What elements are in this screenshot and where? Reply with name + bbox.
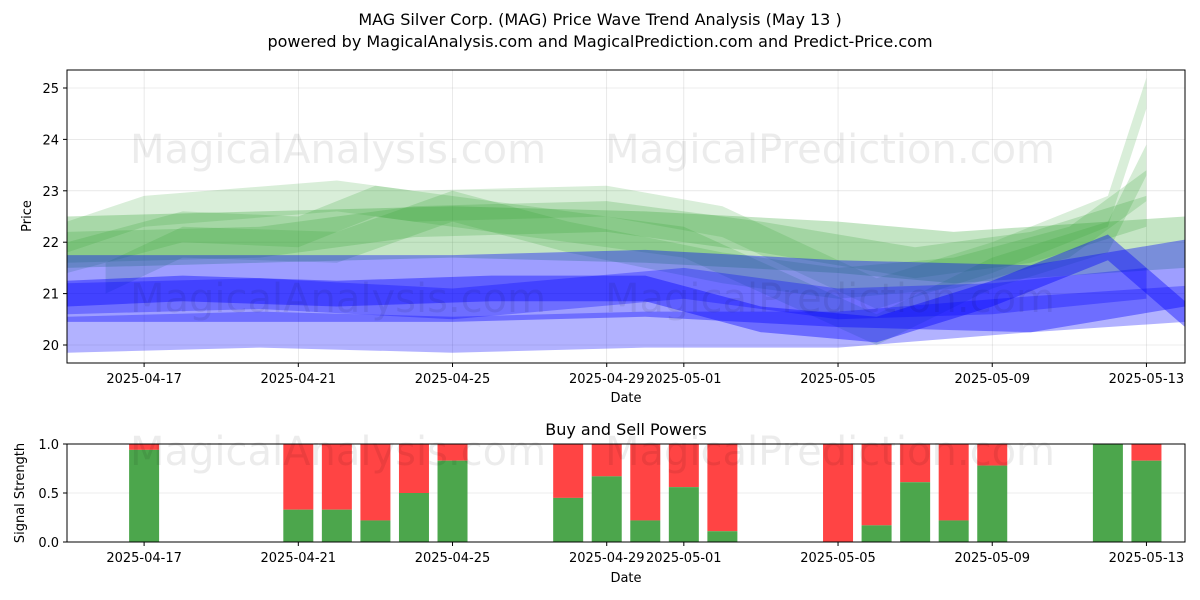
price-grid (67, 70, 1185, 363)
price-y-tick-label: 22 (42, 236, 59, 251)
sell-bar-2025-05-05 (823, 444, 854, 542)
price-x-tick-label: 2025-04-17 (106, 372, 182, 387)
price-y-tick-label: 20 (42, 339, 59, 354)
signal-x-tick-label: 2025-05-13 (1109, 551, 1185, 566)
sell-bar-2025-05-06 (861, 444, 892, 526)
watermark-prediction-bottom: MagicalPrediction.com (605, 429, 1055, 475)
signal-x-tick-label: 2025-04-17 (106, 551, 182, 566)
chart-title: MAG Silver Corp. (MAG) Price Wave Trend … (358, 10, 842, 29)
signal-x-tick-label: 2025-05-01 (646, 551, 722, 566)
price-x-axis: 2025-04-17 2025-04-21 2025-04-25 2025-04-29… (106, 363, 1184, 387)
buy-bar-2025-05-06 (861, 525, 892, 542)
price-wave-band-8 (67, 267, 1147, 320)
signal-y-axis-label: Signal Strength (13, 443, 28, 543)
signal-x-tick-label: 2025-05-09 (954, 551, 1030, 566)
signal-y-tick-label: 1.0 (38, 438, 59, 453)
signal-panel: Buy and Sell Powers 2025-04-17 2025-04-21… (13, 420, 1186, 586)
signal-y-axis: 0.0 0.5 1.0 (38, 438, 67, 551)
watermark-analysis-top: MagicalAnalysis.com (130, 127, 546, 173)
sell-bar-2025-04-17 (129, 444, 160, 450)
price-panel-frame (66, 69, 1186, 364)
price-y-tick-label: 25 (42, 82, 59, 97)
price-wave-band-5 (67, 239, 1185, 333)
price-y-tick-label: 21 (42, 288, 59, 303)
watermarks: MagicalAnalysis.com MagicalPrediction.co… (130, 127, 1055, 475)
buy-bar-2025-05-12 (1092, 444, 1123, 542)
price-wave-band-2 (67, 144, 1147, 345)
price-wave-band-4 (67, 195, 1147, 279)
sell-bar-2025-04-30 (630, 444, 661, 521)
sell-bar-2025-04-23 (360, 444, 391, 521)
sell-bar-2025-04-22 (321, 444, 352, 510)
sell-bar-2025-05-08 (938, 444, 969, 521)
buy-bar-2025-04-22 (321, 509, 352, 542)
buy-bar-2025-05-01 (668, 487, 699, 542)
buy-bar-2025-04-29 (591, 476, 622, 542)
sell-bar-2025-05-09 (977, 444, 1008, 466)
sell-bar-2025-05-01 (668, 444, 699, 488)
sell-bar-2025-05-13 (1131, 444, 1162, 461)
buy-bar-2025-05-02 (707, 531, 738, 542)
price-wave-band-6 (67, 285, 1185, 353)
price-wave-band-1 (67, 77, 1147, 309)
watermark-prediction-mid: MagicalPrediction.com (605, 276, 1055, 322)
sell-bar-2025-05-02 (707, 444, 738, 532)
price-x-tick-label: 2025-04-25 (415, 372, 491, 387)
price-x-tick-label: 2025-05-01 (646, 372, 722, 387)
signal-y-tick-label: 0.5 (38, 487, 59, 502)
buy-bar-2025-05-08 (938, 520, 969, 542)
price-wave-band-0 (67, 206, 1185, 284)
price-wave-band-7 (67, 234, 1185, 343)
signal-x-tick-label: 2025-04-25 (415, 551, 491, 566)
buy-bar-2025-05-09 (977, 465, 1008, 542)
buy-bar-2025-05-07 (900, 482, 931, 542)
buy-bar-2025-04-30 (630, 520, 661, 542)
price-x-tick-label: 2025-04-29 (569, 372, 645, 387)
signal-x-tick-label: 2025-04-21 (261, 551, 337, 566)
price-y-tick-label: 24 (42, 133, 59, 148)
price-y-axis: 20 21 22 23 24 25 (42, 82, 67, 354)
sell-bar-2025-04-29 (591, 444, 622, 477)
price-x-tick-label: 2025-05-05 (800, 372, 876, 387)
sell-bar-2025-04-25 (437, 444, 468, 461)
watermark-analysis-bottom: MagicalAnalysis.com (130, 429, 546, 475)
sell-bar-2025-05-07 (900, 444, 931, 483)
price-y-axis-label: Price (20, 200, 35, 232)
buy-bar-2025-05-13 (1131, 460, 1162, 542)
chart-subtitle: powered by MagicalAnalysis.com and Magic… (267, 32, 933, 51)
price-x-tick-label: 2025-05-09 (954, 372, 1030, 387)
buy-bar-2025-04-17 (129, 449, 160, 542)
signal-panel-title: Buy and Sell Powers (545, 420, 707, 439)
buy-bar-2025-04-25 (437, 460, 468, 542)
signal-x-axis-label: Date (610, 571, 641, 586)
watermark-analysis-mid: MagicalAnalysis.com (130, 276, 546, 322)
price-y-tick-label: 23 (42, 185, 59, 200)
buy-bar-2025-04-24 (398, 493, 429, 542)
sell-bar-2025-04-24 (398, 444, 429, 493)
sell-bar-2025-04-28 (553, 444, 584, 498)
signal-x-axis: 2025-04-17 2025-04-21 2025-04-25 2025-04-29… (106, 542, 1184, 566)
signal-x-tick-label: 2025-05-05 (800, 551, 876, 566)
buy-bar-2025-04-23 (360, 520, 391, 542)
price-x-tick-label: 2025-04-21 (261, 372, 337, 387)
signal-x-tick-label: 2025-04-29 (569, 551, 645, 566)
signal-bars (129, 444, 1162, 542)
price-wave-band-3 (105, 170, 1147, 299)
price-panel: 2025-04-17 2025-04-21 2025-04-25 2025-04-29… (20, 69, 1186, 406)
watermark-prediction-top: MagicalPrediction.com (605, 127, 1055, 173)
buy-bar-2025-04-28 (553, 497, 584, 542)
price-x-tick-label: 2025-05-13 (1109, 372, 1185, 387)
signal-y-tick-label: 0.0 (38, 536, 59, 551)
sell-bar-2025-04-21 (283, 444, 314, 510)
price-wave-bands (67, 77, 1185, 353)
buy-bar-2025-04-21 (283, 509, 314, 542)
price-x-axis-label: Date (610, 391, 641, 406)
